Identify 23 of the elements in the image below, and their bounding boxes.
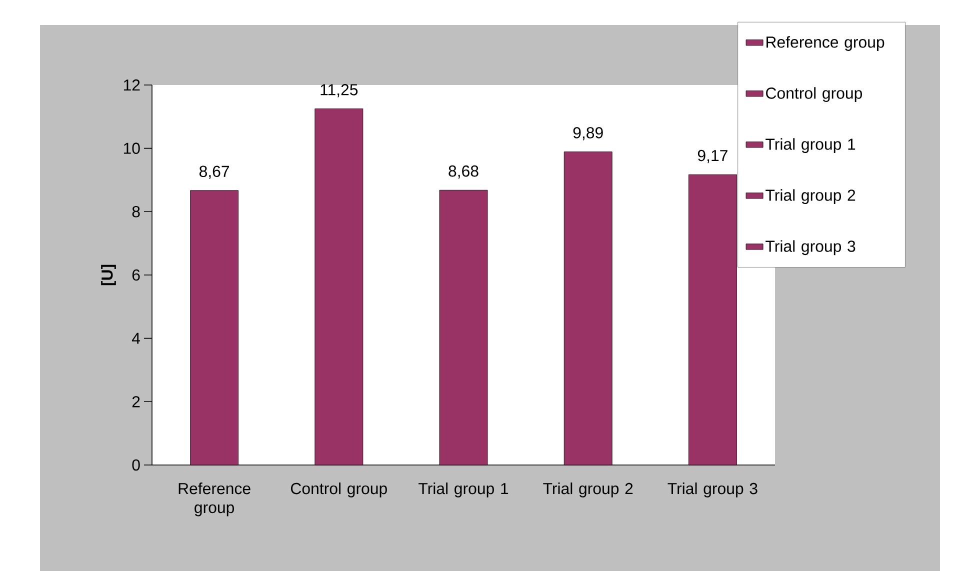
legend-label: Trial group 3 — [766, 240, 856, 256]
y-tick-label: 6 — [132, 269, 140, 281]
legend-label: Trial group 1 — [766, 138, 856, 154]
x-tick-label: Trial group 2 — [543, 482, 633, 498]
y-axis-title: [U] — [101, 264, 116, 286]
x-tick-label: Reference group — [178, 482, 250, 516]
y-tick-label: 2 — [132, 396, 140, 408]
y-tick-label: 4 — [132, 332, 140, 344]
x-tick-label: Trial group 1 — [418, 482, 508, 498]
y-tick-label: 8 — [132, 206, 140, 218]
data-label: 9,89 — [573, 127, 603, 140]
x-tick-label: Trial group 3 — [668, 482, 758, 498]
y-tick-label: 10 — [124, 142, 140, 154]
legend-label: Control group — [766, 87, 862, 102]
x-tick-label: Control group — [290, 482, 387, 498]
data-label: 9,17 — [698, 150, 728, 164]
y-tick-label: 0 — [132, 459, 140, 471]
data-label: 8,68 — [448, 165, 478, 179]
y-tick-label: 12 — [124, 79, 140, 91]
legend-label: Trial group 2 — [766, 189, 856, 204]
data-label: 8,67 — [199, 166, 230, 179]
data-label: 11,25 — [320, 84, 358, 98]
legend-label: Reference group — [766, 36, 884, 51]
